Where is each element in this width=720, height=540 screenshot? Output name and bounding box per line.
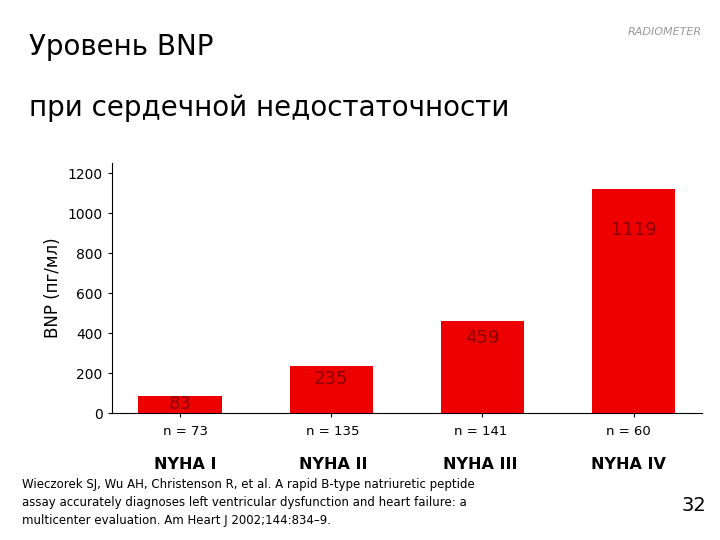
Text: Wieczorek SJ, Wu AH, Christenson R, et al. A rapid B-type natriuretic peptide
as: Wieczorek SJ, Wu AH, Christenson R, et a…	[22, 478, 474, 527]
Text: при сердечной недостаточности: при сердечной недостаточности	[29, 94, 509, 122]
Text: RADIOMETER: RADIOMETER	[628, 27, 702, 37]
Text: NYHA III: NYHA III	[444, 456, 518, 471]
Bar	[138, 396, 222, 413]
Text: 83: 83	[168, 395, 192, 413]
Bar	[289, 366, 373, 413]
Text: n = 73: n = 73	[163, 425, 208, 438]
Text: NYHA II: NYHA II	[299, 456, 367, 471]
Text: 32: 32	[682, 496, 706, 515]
Text: n = 141: n = 141	[454, 425, 508, 438]
Text: NYHA I: NYHA I	[154, 456, 217, 471]
Text: 1119: 1119	[611, 220, 657, 239]
Bar	[592, 190, 675, 413]
Bar	[441, 321, 524, 413]
Text: Уровень BNP: Уровень BNP	[29, 33, 213, 61]
Text: NYHA IV: NYHA IV	[591, 456, 665, 471]
Text: n = 60: n = 60	[606, 425, 651, 438]
Y-axis label: BNP (пг/мл): BNP (пг/мл)	[44, 238, 62, 339]
Text: 235: 235	[314, 370, 348, 388]
Text: 459: 459	[465, 329, 500, 347]
Text: n = 135: n = 135	[306, 425, 360, 438]
